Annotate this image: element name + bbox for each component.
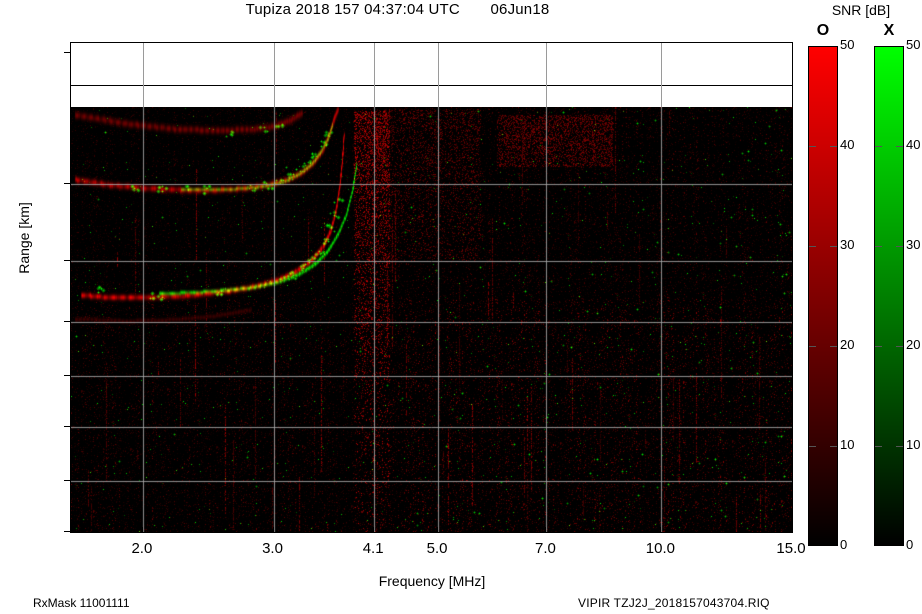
colorbar-x-letter: X [883,22,895,39]
grid-line-vertical [438,43,440,107]
x-axis-title: Frequency [MHz] [378,573,486,589]
x-axis-tick-label: 7.0 [535,540,556,557]
colorbar-tick-label: 0 [906,537,914,552]
colorbar-title: SNR [dB] [831,2,891,18]
colorbar-tick-label: 40 [840,137,855,152]
colorbar-o-letter: O [816,22,830,39]
colorbar-tick-mark [896,346,903,347]
y-axis-title: Range [km] [16,202,32,274]
x-axis-tick-label: 4.1 [362,540,384,557]
colorbar-tick-mark [896,146,903,147]
colorbar-tick-label: 40 [906,137,921,152]
y-axis-tick-mark [64,321,70,323]
colorbar-tick-label: 30 [840,237,855,252]
upper-band-divider [71,85,792,86]
ionogram-plot-area[interactable] [70,42,793,533]
colorbar-tick-label: 10 [840,437,855,452]
colorbar-x-mode [874,46,904,546]
colorbar-tick-mark [830,446,837,447]
x-axis-tick-mark [141,527,143,533]
colorbar-tick-label: 20 [840,337,855,352]
x-axis-tick-mark [660,527,662,533]
y-axis-tick-mark [64,531,70,532]
x-axis-tick-label: 5.0 [426,540,448,557]
colorbar-tick-mark [809,446,816,447]
colorbar-tick-label: 20 [906,337,921,352]
colorbar-tick-mark [875,446,882,447]
x-axis-tick-label: 15.0 [776,540,806,557]
colorbar-tick-mark [830,246,837,247]
grid-line-vertical [661,43,663,107]
x-axis-tick-label: 3.0 [262,540,283,557]
grid-line-vertical [142,43,144,107]
colorbar-tick-label: 50 [840,37,855,52]
y-axis-tick-mark [64,426,70,428]
colorbar-tick-mark [830,146,837,147]
y-axis-tick-mark [64,480,70,482]
colorbar-tick-mark [896,246,903,247]
x-axis-tick-mark [545,527,547,533]
colorbar-tick-mark [809,346,816,347]
colorbar-tick-mark [875,346,882,347]
grid-line-vertical [374,43,376,107]
x-axis-tick-label: 10.0 [645,540,675,557]
y-axis-tick-mark [64,52,70,53]
plot-inner [71,43,792,532]
colorbar-tick-label: 10 [906,437,921,452]
colorbar-tick-mark [809,246,816,247]
colorbar-tick-label: 30 [906,237,921,252]
source-filename-label: VIPIR TZJ2J_2018157043704.RIQ [578,596,770,610]
grid-line-vertical [273,43,275,107]
colorbar-tick-mark [896,446,903,447]
x-axis-tick-mark [791,527,792,533]
rxmask-label: RxMask 11001111 [33,596,130,610]
colorbar-tick-mark [875,146,882,147]
colorbar-tick-label: 50 [906,37,921,52]
x-axis-tick-label: 2.0 [131,540,153,557]
grid-line-vertical [546,43,548,107]
y-axis-tick-mark [64,259,70,261]
ionogram-heatmap [71,107,792,532]
y-axis-tick-mark [64,182,70,184]
colorbar-tick-label: 0 [840,537,848,552]
x-axis-tick-mark [373,527,375,533]
x-axis-tick-mark [272,527,274,533]
colorbar-tick-mark [875,246,882,247]
colorbar-o-mode [808,46,838,546]
colorbar-tick-mark [809,146,816,147]
colorbar-tick-mark [830,346,837,347]
x-axis-tick-mark [437,527,439,533]
page-title: Tupiza 2018 157 04:37:04 UTC 06Jun18 [245,1,550,18]
y-axis-tick-mark [64,375,70,377]
